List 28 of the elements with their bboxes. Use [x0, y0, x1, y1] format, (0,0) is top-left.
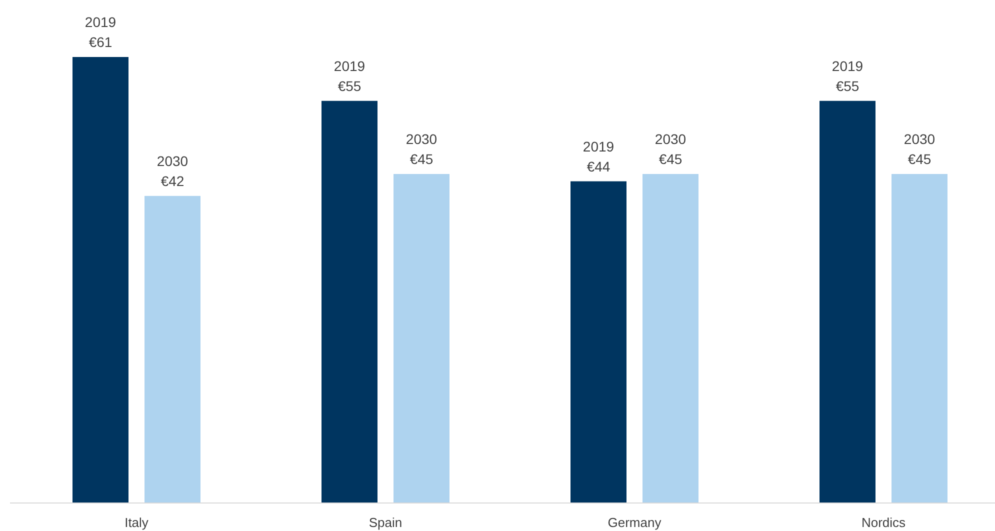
text: 2019 — [582, 138, 614, 154]
bar — [820, 100, 876, 503]
x-tick-label: Italy — [124, 515, 149, 530]
bar — [72, 57, 128, 503]
bar — [322, 100, 378, 503]
data-label: €44 — [586, 158, 610, 174]
bar — [144, 196, 200, 503]
bar — [892, 174, 948, 503]
bar — [642, 174, 698, 503]
text: 2019 — [832, 58, 864, 74]
data-label: €42 — [160, 172, 184, 189]
data-label: €61 — [88, 34, 112, 50]
data-label: €45 — [410, 150, 434, 167]
bar — [394, 174, 450, 503]
text: 2030 — [406, 130, 438, 147]
series-label: 2019 — [84, 14, 116, 30]
x-tick-label: Spain — [368, 515, 402, 530]
data-label: €55 — [836, 78, 860, 94]
bar — [570, 181, 626, 503]
text: 2019 — [334, 58, 366, 74]
series-label: 2030 — [156, 152, 188, 169]
data-label: €55 — [338, 78, 362, 94]
data-label: €45 — [658, 150, 682, 167]
text: 2030 — [904, 130, 936, 147]
x-tick-label: Nordics — [861, 515, 906, 530]
text: 2030 — [654, 130, 686, 147]
data-label: €45 — [908, 150, 932, 167]
x-tick-label: Germany — [608, 515, 662, 530]
